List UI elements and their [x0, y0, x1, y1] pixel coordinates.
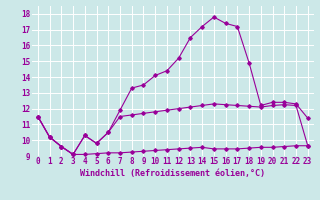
X-axis label: Windchill (Refroidissement éolien,°C): Windchill (Refroidissement éolien,°C) — [80, 169, 265, 178]
